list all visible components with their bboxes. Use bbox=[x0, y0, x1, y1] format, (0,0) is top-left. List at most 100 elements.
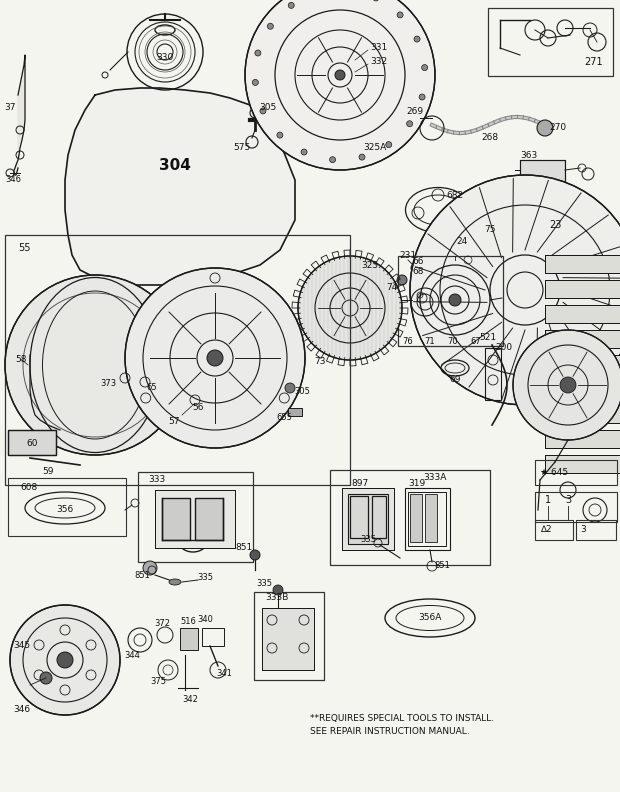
Circle shape bbox=[386, 142, 392, 147]
Bar bbox=[545, 305, 620, 323]
Polygon shape bbox=[65, 88, 295, 285]
Text: 23: 23 bbox=[549, 220, 561, 230]
Bar bbox=[262, 608, 314, 670]
Text: 59: 59 bbox=[42, 467, 54, 477]
Bar bbox=[545, 355, 620, 373]
Text: 24: 24 bbox=[456, 238, 467, 246]
Circle shape bbox=[407, 120, 413, 127]
Bar bbox=[545, 430, 620, 448]
Circle shape bbox=[260, 108, 266, 114]
Text: 333B: 333B bbox=[265, 593, 288, 603]
Text: 655: 655 bbox=[276, 413, 292, 422]
Circle shape bbox=[250, 550, 260, 560]
Circle shape bbox=[298, 256, 402, 360]
Circle shape bbox=[57, 652, 73, 668]
Circle shape bbox=[335, 70, 345, 80]
Polygon shape bbox=[485, 329, 525, 399]
Text: 1: 1 bbox=[545, 495, 551, 505]
Text: 332: 332 bbox=[370, 58, 387, 67]
Circle shape bbox=[449, 294, 461, 306]
Circle shape bbox=[255, 50, 261, 56]
Bar bbox=[330, 470, 490, 565]
Circle shape bbox=[419, 94, 425, 100]
Text: ★ 645: ★ 645 bbox=[540, 467, 568, 477]
Text: 200: 200 bbox=[495, 344, 513, 352]
Bar bbox=[202, 628, 224, 646]
Text: 344: 344 bbox=[124, 650, 140, 660]
Text: 521: 521 bbox=[479, 333, 497, 342]
Text: 516: 516 bbox=[180, 618, 196, 626]
Bar bbox=[535, 460, 617, 485]
Circle shape bbox=[252, 79, 259, 86]
Circle shape bbox=[143, 561, 157, 575]
Text: 66: 66 bbox=[412, 257, 423, 266]
Text: 346: 346 bbox=[5, 176, 21, 185]
Circle shape bbox=[513, 330, 620, 440]
Polygon shape bbox=[432, 318, 502, 365]
Polygon shape bbox=[525, 181, 564, 250]
Text: 73: 73 bbox=[314, 357, 326, 367]
Bar bbox=[545, 305, 620, 323]
Polygon shape bbox=[428, 220, 489, 278]
Text: 74: 74 bbox=[386, 284, 397, 292]
Bar bbox=[195, 498, 223, 540]
Circle shape bbox=[411, 263, 421, 273]
Text: 319: 319 bbox=[409, 479, 425, 489]
Bar bbox=[8, 430, 56, 455]
Bar bbox=[545, 280, 620, 298]
Bar bbox=[545, 455, 620, 473]
Bar bbox=[545, 255, 620, 273]
Text: 269: 269 bbox=[407, 108, 423, 116]
Bar bbox=[155, 490, 235, 548]
Polygon shape bbox=[520, 328, 538, 402]
Circle shape bbox=[10, 605, 120, 715]
Circle shape bbox=[560, 377, 576, 393]
Text: 57: 57 bbox=[168, 417, 180, 427]
Circle shape bbox=[414, 36, 420, 42]
Bar bbox=[545, 455, 620, 473]
Polygon shape bbox=[563, 278, 620, 295]
Text: 346: 346 bbox=[14, 706, 30, 714]
Circle shape bbox=[301, 149, 307, 155]
Text: 333: 333 bbox=[148, 475, 166, 485]
Polygon shape bbox=[417, 308, 493, 336]
Bar bbox=[545, 380, 620, 398]
Text: **REQUIRES SPECIAL TOOLS TO INSTALL.: **REQUIRES SPECIAL TOOLS TO INSTALL. bbox=[310, 714, 494, 722]
Text: 335: 335 bbox=[360, 535, 376, 545]
Text: 231: 231 bbox=[399, 252, 417, 261]
Polygon shape bbox=[554, 314, 600, 383]
Circle shape bbox=[277, 132, 283, 138]
Polygon shape bbox=[560, 303, 620, 360]
Circle shape bbox=[397, 12, 403, 18]
Polygon shape bbox=[565, 290, 620, 329]
Text: 373: 373 bbox=[100, 379, 116, 389]
Text: 342: 342 bbox=[182, 695, 198, 705]
Text: 851: 851 bbox=[134, 572, 150, 581]
Text: 67: 67 bbox=[471, 337, 481, 347]
Text: 330: 330 bbox=[156, 54, 174, 63]
Circle shape bbox=[397, 275, 407, 285]
Bar bbox=[348, 494, 388, 544]
Bar bbox=[342, 488, 394, 550]
Bar bbox=[545, 380, 620, 398]
Text: 363: 363 bbox=[520, 151, 538, 161]
Text: 325A: 325A bbox=[363, 143, 387, 153]
Bar bbox=[545, 330, 620, 348]
Polygon shape bbox=[455, 326, 513, 387]
Bar bbox=[288, 408, 302, 416]
Text: 335: 335 bbox=[197, 573, 213, 582]
Bar bbox=[545, 330, 620, 348]
Text: 270: 270 bbox=[549, 124, 567, 132]
Polygon shape bbox=[14, 55, 25, 175]
Bar bbox=[254, 592, 324, 680]
Text: 325: 325 bbox=[361, 261, 379, 269]
Circle shape bbox=[285, 383, 295, 393]
Circle shape bbox=[422, 65, 428, 70]
Polygon shape bbox=[549, 215, 619, 261]
Text: 37: 37 bbox=[4, 104, 16, 112]
Bar bbox=[488, 8, 613, 76]
Bar bbox=[545, 255, 620, 273]
Circle shape bbox=[537, 120, 553, 136]
Text: 71: 71 bbox=[425, 337, 435, 347]
Text: 335: 335 bbox=[256, 580, 272, 588]
